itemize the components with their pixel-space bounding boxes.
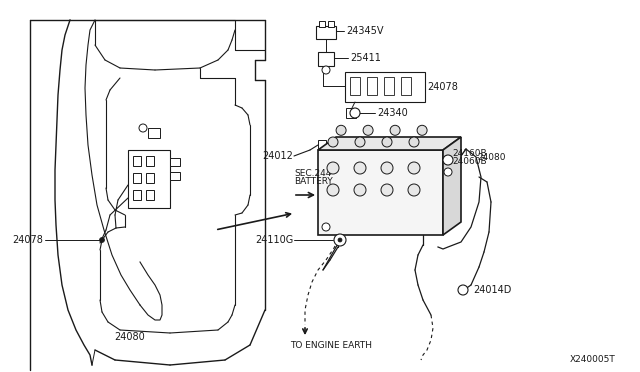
Text: SEC.244: SEC.244 bbox=[294, 169, 332, 177]
Bar bbox=[318, 52, 334, 66]
Circle shape bbox=[381, 184, 393, 196]
Bar bbox=[384, 77, 394, 95]
Bar bbox=[133, 190, 141, 200]
Text: 24080: 24080 bbox=[115, 332, 145, 342]
Circle shape bbox=[355, 137, 365, 147]
Bar bbox=[170, 172, 180, 180]
Bar bbox=[345, 72, 425, 102]
Circle shape bbox=[417, 125, 427, 135]
Circle shape bbox=[443, 155, 453, 165]
Text: BATTERY: BATTERY bbox=[294, 176, 333, 186]
Bar bbox=[146, 173, 154, 183]
Bar bbox=[401, 77, 411, 95]
Bar bbox=[316, 26, 336, 39]
Circle shape bbox=[354, 184, 366, 196]
Circle shape bbox=[336, 125, 346, 135]
Text: 24110G: 24110G bbox=[255, 235, 293, 245]
Bar bbox=[350, 77, 360, 95]
Bar bbox=[319, 21, 325, 27]
Text: 24080: 24080 bbox=[477, 153, 506, 161]
Bar bbox=[133, 156, 141, 166]
Circle shape bbox=[139, 124, 147, 132]
Circle shape bbox=[408, 184, 420, 196]
Bar bbox=[346, 108, 356, 118]
Bar bbox=[148, 128, 160, 138]
Circle shape bbox=[458, 285, 468, 295]
Circle shape bbox=[322, 66, 330, 74]
Circle shape bbox=[444, 168, 452, 176]
Circle shape bbox=[363, 125, 373, 135]
Bar bbox=[146, 190, 154, 200]
Text: 24160B: 24160B bbox=[452, 148, 486, 157]
Circle shape bbox=[327, 184, 339, 196]
Bar bbox=[170, 158, 180, 166]
Bar bbox=[367, 77, 377, 95]
Circle shape bbox=[390, 125, 400, 135]
Polygon shape bbox=[318, 137, 461, 150]
Polygon shape bbox=[443, 137, 461, 235]
Text: 24345V: 24345V bbox=[346, 26, 383, 36]
Text: TO ENGINE EARTH: TO ENGINE EARTH bbox=[290, 340, 372, 350]
Circle shape bbox=[322, 223, 330, 231]
Circle shape bbox=[338, 238, 342, 242]
Bar bbox=[328, 21, 334, 27]
Text: 24340: 24340 bbox=[377, 108, 408, 118]
Bar bbox=[146, 156, 154, 166]
Circle shape bbox=[382, 137, 392, 147]
Bar bbox=[128, 150, 170, 208]
Circle shape bbox=[350, 108, 360, 118]
Text: 24012: 24012 bbox=[262, 151, 293, 161]
Text: 24014D: 24014D bbox=[473, 285, 511, 295]
Circle shape bbox=[327, 162, 339, 174]
Text: 24078: 24078 bbox=[427, 82, 458, 92]
Circle shape bbox=[409, 137, 419, 147]
Bar bbox=[133, 173, 141, 183]
Circle shape bbox=[408, 162, 420, 174]
Bar bbox=[318, 140, 326, 152]
Text: 24078: 24078 bbox=[12, 235, 43, 245]
Circle shape bbox=[328, 137, 338, 147]
Bar bbox=[318, 150, 443, 235]
Circle shape bbox=[99, 237, 104, 243]
Circle shape bbox=[381, 162, 393, 174]
Text: 25411: 25411 bbox=[350, 53, 381, 63]
Circle shape bbox=[334, 234, 346, 246]
Circle shape bbox=[354, 162, 366, 174]
Text: 24060B: 24060B bbox=[452, 157, 486, 167]
Text: X240005T: X240005T bbox=[570, 356, 616, 365]
